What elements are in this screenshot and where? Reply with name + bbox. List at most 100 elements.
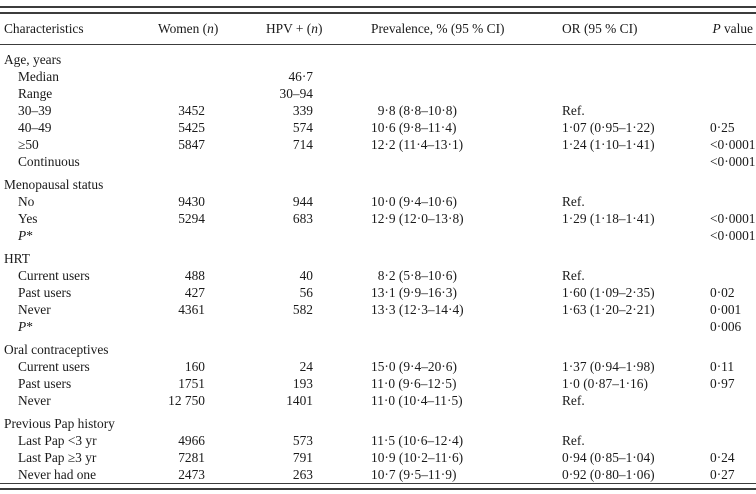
cell-or: [558, 68, 706, 85]
cell-women: 7281: [178, 449, 205, 465]
cell-label: Past users: [18, 375, 72, 391]
cell-p: 0·02: [710, 284, 735, 300]
cell-label: Last Pap ≥3 yr: [18, 449, 97, 465]
cell-p: 0·27: [710, 466, 735, 482]
cell-prev: 11·5 (10·6–12·4): [371, 432, 464, 448]
cell-prev: [367, 227, 558, 244]
cell-women: 160: [184, 358, 205, 374]
section-row: Menopausal status: [0, 170, 756, 193]
cell-hpv: 683: [292, 210, 313, 226]
header-row: Characteristics Women (n) HPV + (n) Prevale…: [0, 13, 756, 45]
cell-women: 5425: [178, 119, 205, 135]
cell-label: No: [18, 193, 35, 209]
cell-hpv: 40: [299, 267, 313, 283]
cell-p: [706, 193, 756, 210]
top-rule-outer: [0, 6, 756, 8]
cell-p: 0·006: [710, 318, 742, 334]
cell-women: 2473: [178, 466, 205, 482]
cell-or: [558, 153, 706, 170]
cell-p: <0·0001: [710, 136, 756, 152]
table-body: Age, years Median 46·7 Range 30–94 30–39 3452 3…: [0, 44, 756, 483]
top-rule-inner: [0, 12, 756, 14]
cell-prev: 13·3 (12·3–14·4): [371, 301, 464, 317]
cell-or: 1·37 (0·94–1·98): [562, 358, 655, 374]
section-label: HRT: [4, 250, 30, 266]
table-row: P* <0·0001: [0, 227, 756, 244]
cell-or: 1·24 (1·10–1·41): [562, 136, 655, 152]
cell-p: [706, 68, 756, 85]
cell-or: [558, 318, 706, 335]
cell-label: Never: [18, 301, 51, 317]
cell-prev: [367, 153, 558, 170]
cell-prev: [367, 68, 558, 85]
table-row: Never 12 750 1401 11·0 (10·4–11·5) Ref.: [0, 392, 756, 409]
col-header-hpv: HPV + (n): [262, 13, 367, 45]
cell-prev: [367, 318, 558, 335]
cell-women: 5294: [178, 210, 205, 226]
cell-label: Continuous: [18, 153, 80, 169]
cell-hpv: 582: [292, 301, 313, 317]
cell-women: [154, 68, 262, 85]
cell-prev: 10·0 (9·4–10·6): [371, 193, 457, 209]
table-row: Last Pap ≥3 yr 7281 791 10·9 (10·2–11·6) 0·9…: [0, 449, 756, 466]
cell-p: [706, 392, 756, 409]
cell-label: 40–49: [18, 119, 52, 135]
table-row: Never had one 2473 263 10·7 (9·5–11·9) 0·92 …: [0, 466, 756, 484]
cell-label: P*: [18, 318, 33, 334]
cell-p: <0·0001: [710, 210, 756, 226]
table-row: Never 4361 582 13·3 (12·3–14·4) 1·63 (1·20–2…: [0, 301, 756, 318]
col-header-women: Women (n): [154, 13, 262, 45]
cell-p: [706, 85, 756, 102]
cell-women: [154, 318, 262, 335]
cell-p: 0·001: [710, 301, 742, 317]
bottom-rule-outer: [0, 487, 756, 490]
cell-women: 9430: [178, 193, 205, 209]
table-row: No 9430 944 10·0 (9·4–10·6) Ref.: [0, 193, 756, 210]
section-label: Menopausal status: [4, 176, 104, 192]
cell-or: 0·94 (0·85–1·04): [562, 449, 655, 465]
cell-prev: 11·0 (10·4–11·5): [371, 392, 463, 408]
cell-or: 1·07 (0·95–1·22): [562, 119, 655, 135]
cell-women: 12 750: [168, 392, 205, 408]
cell-hpv: 30–94: [279, 85, 313, 101]
cell-or: 1·60 (1·09–2·35): [562, 284, 655, 300]
cell-women: 3452: [178, 102, 205, 118]
cell-p: [706, 432, 756, 449]
cell-hpv: 24: [299, 358, 313, 374]
table-row: Current users 160 24 15·0 (9·4–20·6) 1·37 (0…: [0, 358, 756, 375]
cell-or: [558, 227, 706, 244]
col-header-p: P value: [706, 13, 756, 45]
table-row: Current users 488 40 8·2 (5·8–10·6) Ref.: [0, 267, 756, 284]
table-row: 40–49 5425 574 10·6 (9·8–11·4) 1·07 (0·95–1·…: [0, 119, 756, 136]
cell-or: Ref.: [562, 102, 585, 118]
table-row: 30–39 3452 339 9·8 (8·8–10·8) Ref.: [0, 102, 756, 119]
cell-women: 488: [184, 267, 205, 283]
cell-label: Past users: [18, 284, 72, 300]
cell-prev: 8·2 (5·8–10·6): [371, 267, 457, 283]
cell-label: Current users: [18, 358, 90, 374]
cell-women: 4361: [178, 301, 205, 317]
cell-or: 1·29 (1·18–1·41): [562, 210, 655, 226]
cell-or: Ref.: [562, 432, 585, 448]
cell-hpv: [262, 227, 367, 244]
table-row: Median 46·7: [0, 68, 756, 85]
cell-women: 4966: [178, 432, 205, 448]
cell-women: 5847: [178, 136, 205, 152]
section-row: Oral contraceptives: [0, 335, 756, 358]
cell-p: 0·25: [710, 119, 735, 135]
col-header-or: OR (95 % CI): [558, 13, 706, 45]
cell-label: 30–39: [18, 102, 52, 118]
cell-p: <0·0001: [710, 153, 756, 169]
cell-label: Yes: [18, 210, 38, 226]
cell-prev: 13·1 (9·9–16·3): [371, 284, 457, 300]
section-label: Previous Pap history: [4, 415, 115, 431]
cell-hpv: 263: [292, 466, 313, 482]
cell-prev: [367, 85, 558, 102]
cell-prev: 9·8 (8·8–10·8): [371, 102, 457, 118]
table-row: ≥50 5847 714 12·2 (11·4–13·1) 1·24 (1·10–1·4…: [0, 136, 756, 153]
cell-hpv: [262, 318, 367, 335]
cell-hpv: 714: [292, 136, 313, 152]
cell-or: Ref.: [562, 193, 585, 209]
cell-p: <0·0001: [710, 227, 756, 243]
cell-label: Last Pap <3 yr: [18, 432, 97, 448]
